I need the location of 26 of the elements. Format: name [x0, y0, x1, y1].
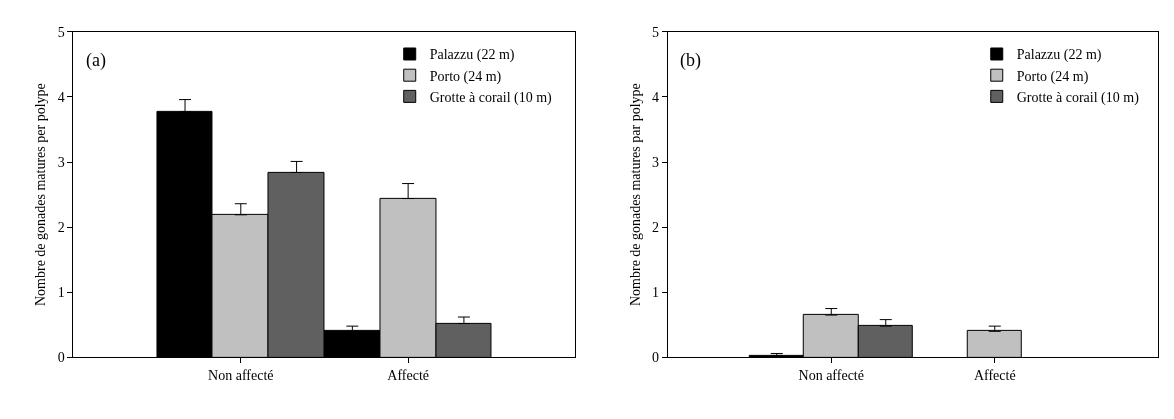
y-axis-title: Nombre de gonades matures par polype — [627, 83, 643, 307]
y-tick-label: 1 — [651, 285, 659, 301]
x-tick-label: Non affecté — [208, 368, 274, 384]
legend-label: Grotte à corail (10 m) — [1016, 89, 1140, 106]
y-tick-label: 2 — [57, 220, 65, 236]
y-tick-label: 5 — [57, 24, 65, 40]
y-tick-label: 0 — [651, 350, 659, 366]
y-tick-label: 5 — [651, 24, 659, 40]
text: (b) — [680, 50, 701, 71]
y-tick-label: 1 — [57, 285, 65, 301]
y-tick-label: 4 — [57, 89, 65, 105]
text: (a) — [86, 50, 106, 71]
x-tick-label: Non affecté — [798, 368, 864, 384]
x-tick-label: Affecté — [387, 368, 429, 384]
legend-label: Grotte à corail (10 m) — [429, 89, 553, 106]
y-tick-label: 2 — [651, 220, 659, 236]
legend-label: Palazzu (22 m) — [429, 47, 515, 64]
y-tick-label: 0 — [57, 350, 65, 366]
y-tick-label: 3 — [651, 154, 659, 170]
legend-label: Porto (24 m) — [429, 68, 502, 85]
y-tick-label: 3 — [57, 154, 65, 170]
legend-label: Palazzu (22 m) — [1016, 47, 1102, 64]
y-tick-label: 4 — [651, 89, 659, 105]
y-axis-title: Nombre de gonades matures per polype — [33, 83, 49, 307]
x-tick-label: Affecté — [973, 368, 1016, 384]
legend-label: Porto (24 m) — [1016, 68, 1089, 85]
